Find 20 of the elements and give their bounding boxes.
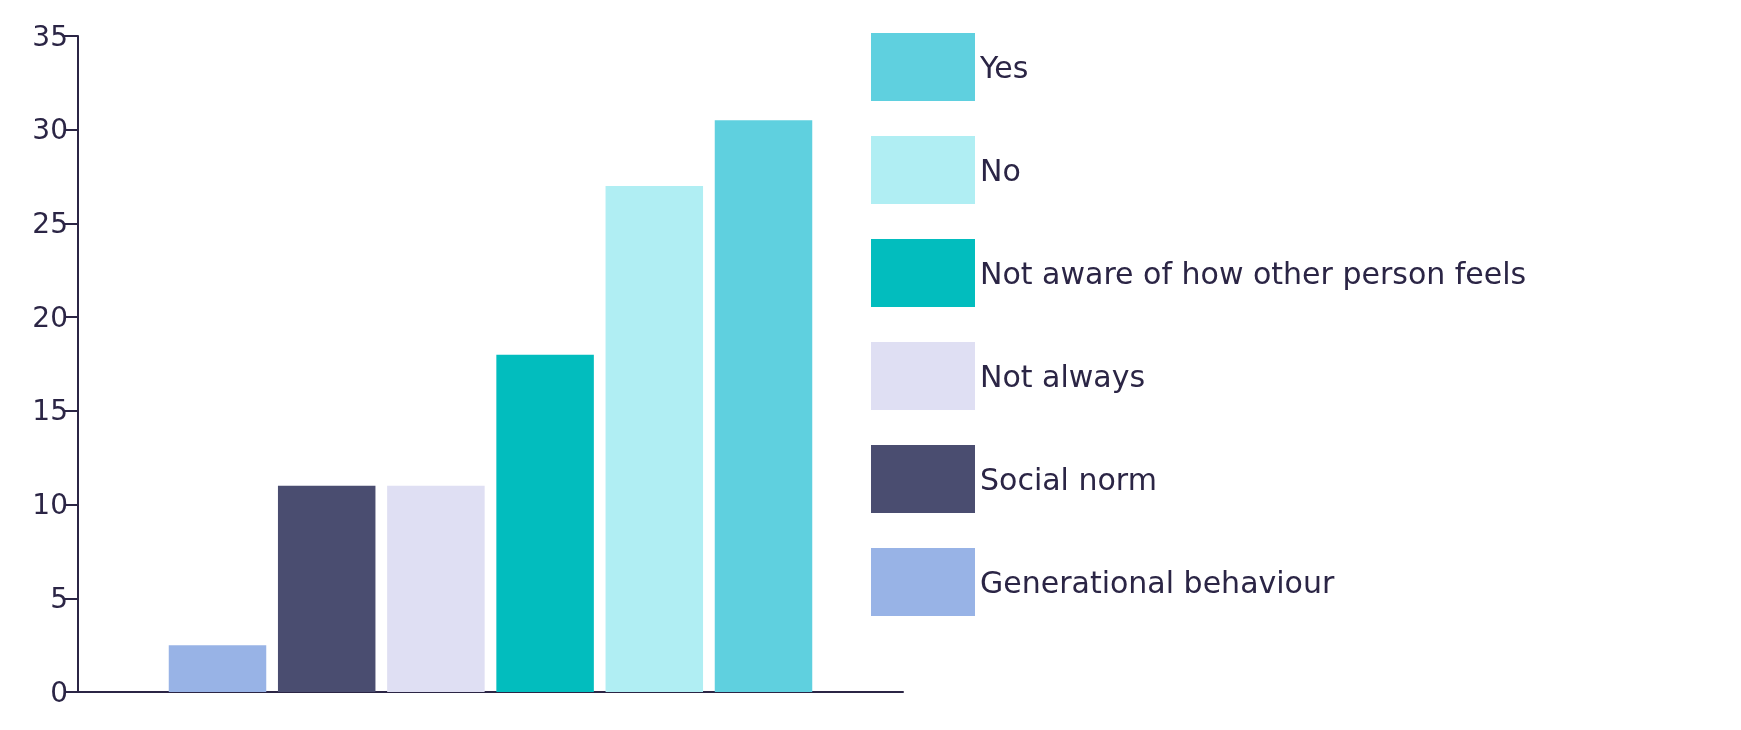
y-tick-label: 30 [32, 113, 68, 147]
legend-label: Generational behaviour [980, 564, 1335, 600]
y-tick-label: 15 [32, 394, 68, 428]
y-tick-label: 10 [32, 488, 68, 522]
legend-label: Social norm [980, 461, 1157, 497]
legend-label: Not always [980, 358, 1146, 394]
y-tick-label: 0 [50, 675, 68, 709]
bar [605, 185, 704, 692]
legend-label: No [980, 152, 1021, 188]
bar [387, 485, 485, 692]
bar [168, 645, 267, 692]
legend-label: Yes [979, 49, 1029, 85]
y-tick-label: 20 [32, 300, 68, 334]
y-tick-label: 5 [50, 581, 68, 615]
y-tick-label: 25 [32, 206, 68, 240]
y-tick-label: 35 [32, 19, 68, 53]
bar [714, 120, 813, 692]
legend-label: Not aware of how other person feels [980, 255, 1527, 291]
bar [496, 354, 594, 692]
bar [277, 485, 376, 692]
